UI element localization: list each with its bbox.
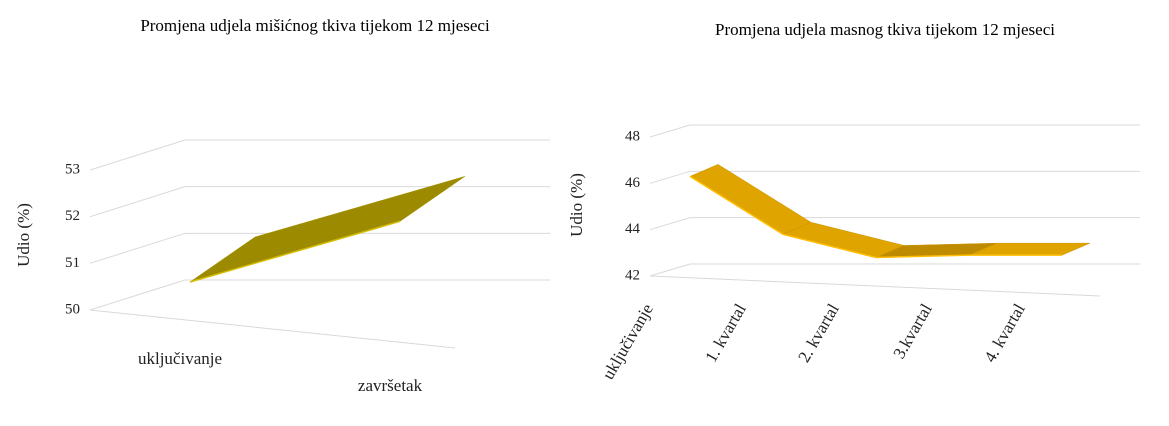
chart-title: Promjena udjela mišićnog tkiva tijekom 1… [140,16,490,35]
grid-line [89,279,550,311]
x-tick-label: završetak [358,376,423,395]
floor-edge [89,309,456,349]
grid-line [89,139,550,171]
y-tick-label: 42 [625,267,640,283]
y-tick-label: 46 [625,175,641,191]
chart-title: Promjena udjela masnog tkiva tijekom 12 … [715,20,1055,39]
grid-line [89,186,550,218]
grid-line [649,217,1140,231]
grid-line [89,232,550,264]
x-tick-label: 4. kvartal [980,300,1029,365]
line [189,220,401,283]
floor-edge [649,275,1101,297]
x-tick-label: uključivanje [598,300,656,382]
y-tick-label: 53 [65,161,80,177]
y-tick-label: 50 [65,301,80,317]
y-axis-label: Udio (%) [567,173,586,237]
x-tick-label: 2. kvartal [794,300,843,365]
ribbon [782,222,905,258]
y-axis-label: Udio (%) [14,203,33,267]
ribbon [689,164,812,235]
grid-line [649,124,1140,138]
x-tick-label: 3.kvartal [889,300,936,362]
y-tick-label: 52 [65,208,80,224]
x-tick-label: 1. kvartal [701,300,750,365]
x-tick-label: uključivanje [138,349,222,368]
grid-line [649,263,1140,277]
grid-line [649,170,1140,184]
y-tick-label: 48 [625,128,640,144]
y-tick-label: 51 [65,255,80,271]
y-tick-label: 44 [625,221,641,237]
line [689,175,1062,259]
ribbon [189,176,466,283]
